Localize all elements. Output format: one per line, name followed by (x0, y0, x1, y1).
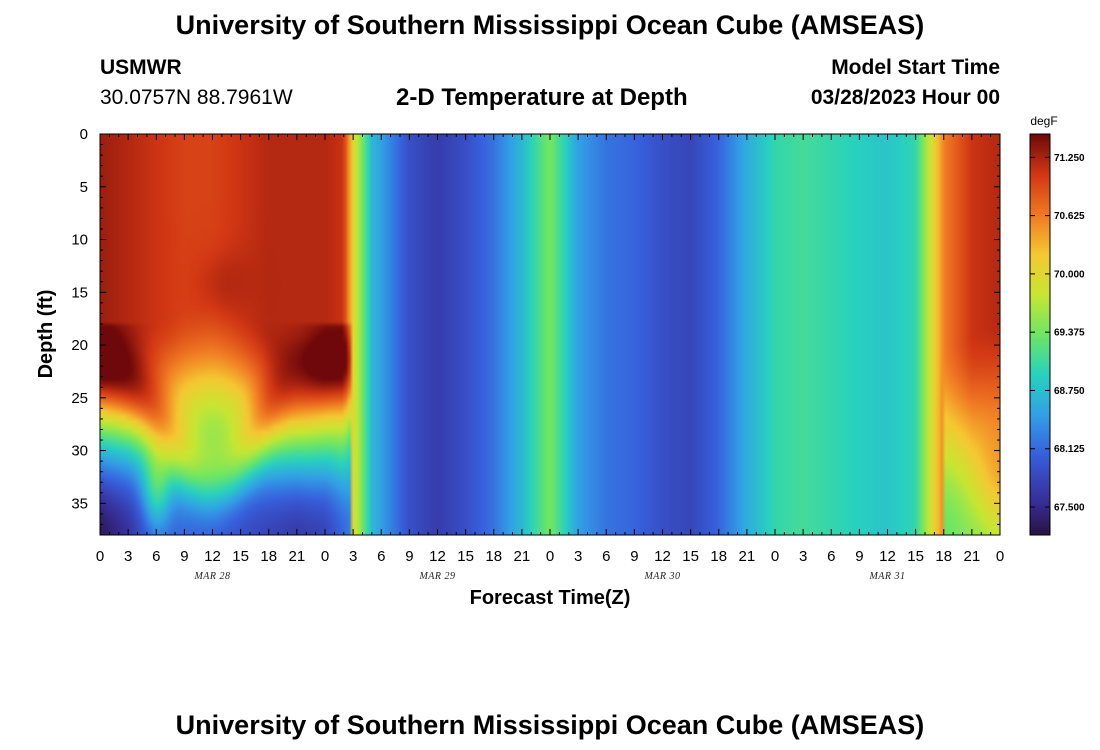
x-tick-label: 6 (602, 548, 610, 565)
x-tick-label: 21 (514, 548, 531, 565)
x-tick-label: 9 (180, 548, 188, 565)
colorbar-unit: degF (1030, 114, 1057, 128)
x-tick-label: 6 (377, 548, 385, 565)
temperature-heatmap (100, 134, 1000, 535)
month-label: MAR 29 (418, 571, 455, 582)
x-tick-label: 3 (574, 548, 582, 565)
colorbar (1030, 134, 1050, 535)
x-tick-label: 18 (710, 548, 727, 565)
x-tick-label: 3 (349, 548, 357, 565)
colorbar-tick-label: 68.750 (1054, 386, 1085, 397)
x-axis-title: Forecast Time(Z) (470, 587, 631, 609)
x-tick-label: 15 (682, 548, 699, 565)
station-name: USMWR (100, 56, 182, 79)
x-tick-label: 21 (289, 548, 306, 565)
x-tick-label: 12 (429, 548, 446, 565)
x-tick-label: 21 (964, 548, 981, 565)
month-label: MAR 31 (868, 571, 905, 582)
x-tick-label: 15 (907, 548, 924, 565)
colorbar-tick-label: 70.000 (1054, 269, 1085, 280)
x-tick-label: 0 (546, 548, 554, 565)
y-tick-label: 35 (71, 495, 88, 512)
x-tick-label: 9 (855, 548, 863, 565)
y-axis-title: Depth (ft) (35, 290, 57, 379)
x-tick-label: 9 (630, 548, 638, 565)
y-tick-label: 25 (71, 390, 88, 407)
y-tick-label: 20 (71, 337, 88, 354)
y-tick-label: 30 (71, 443, 88, 460)
x-tick-label: 6 (152, 548, 160, 565)
footer-title: University of Southern Mississippi Ocean… (175, 710, 925, 740)
x-tick-label: 15 (457, 548, 474, 565)
x-tick-label: 12 (204, 548, 221, 565)
x-tick-label: 21 (739, 548, 756, 565)
y-tick-label: 10 (71, 232, 88, 249)
y-tick-label: 15 (71, 284, 88, 301)
page-title: University of Southern Mississippi Ocean… (175, 10, 925, 40)
x-tick-label: 6 (827, 548, 835, 565)
plot-title: 2-D Temperature at Depth (396, 84, 688, 111)
x-tick-label: 18 (935, 548, 952, 565)
month-label: MAR 30 (643, 571, 680, 582)
x-tick-label: 12 (879, 548, 896, 565)
x-tick-label: 3 (124, 548, 132, 565)
x-tick-label: 15 (232, 548, 249, 565)
colorbar-tick-label: 71.250 (1054, 153, 1085, 164)
station-coordinates: 30.0757N 88.7961W (100, 86, 293, 109)
x-tick-label: 0 (771, 548, 779, 565)
x-tick-label: 0 (96, 548, 104, 565)
colorbar-tick-label: 67.500 (1054, 503, 1085, 514)
x-tick-label: 9 (405, 548, 413, 565)
y-tick-label: 0 (80, 126, 88, 143)
month-label: MAR 28 (193, 571, 230, 582)
y-tick-label: 5 (80, 179, 88, 196)
x-tick-label: 3 (799, 548, 807, 565)
model-start-label: Model Start Time (831, 56, 1000, 79)
x-tick-label: 18 (485, 548, 502, 565)
x-tick-label: 0 (321, 548, 329, 565)
x-tick-label: 0 (996, 548, 1004, 565)
x-tick-label: 18 (260, 548, 277, 565)
colorbar-tick-label: 69.375 (1054, 328, 1085, 339)
y-axis: 0 5 10 15 20 25 30 35 (71, 126, 1000, 536)
x-tick-label: 12 (654, 548, 671, 565)
colorbar-tick-label: 68.125 (1054, 444, 1085, 455)
model-start-value: 03/28/2023 Hour 00 (810, 86, 1000, 109)
colorbar-frame (1029, 133, 1051, 536)
colorbar-ticks: 71.250 70.625 70.000 69.375 68.750 68.125 67.5… (1030, 153, 1085, 514)
colorbar-tick-label: 70.625 (1054, 211, 1085, 222)
x-axis: 0 3 6 9 12 15 18 21 0 3 6 9 12 15 18 21 0 3 6 9 12 15 18 21 0 3 6 9… (96, 134, 1004, 582)
